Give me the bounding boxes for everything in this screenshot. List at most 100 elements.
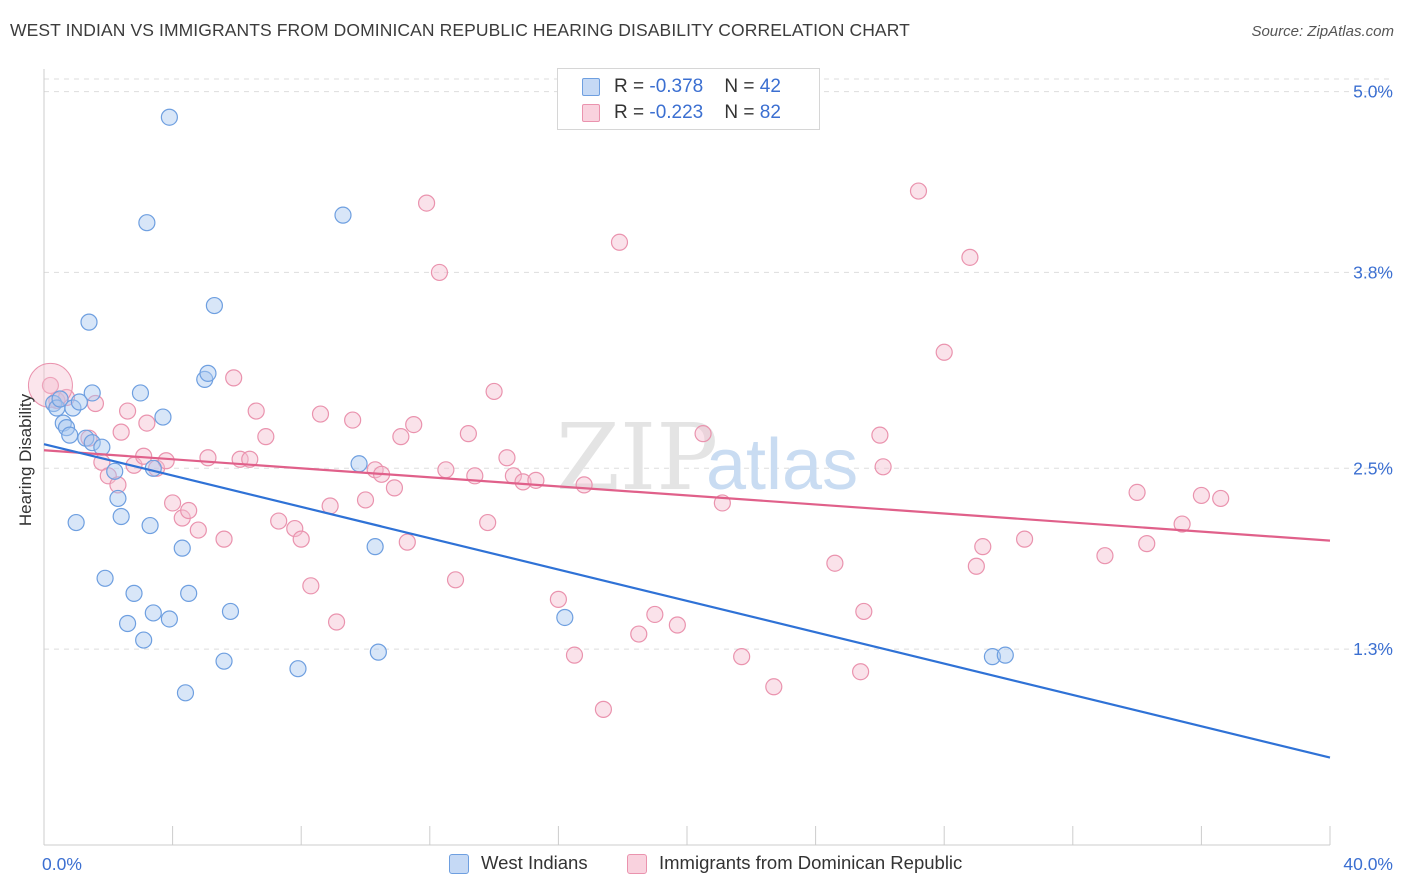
data-point-dominican [138,414,156,432]
data-point-dominican [180,501,198,520]
data-point-dominican [430,263,449,282]
data-point-west-indian [289,660,307,678]
data-point-dominican [398,533,416,551]
data-point-west-indian [221,602,240,621]
data-point-west-indian [180,584,198,602]
data-point-west-indian [983,648,1002,666]
data-point-dominican [385,479,404,497]
data-point-west-indian [144,604,162,622]
watermark-atlas: atlas [706,425,858,505]
data-point-west-indian [350,455,368,473]
data-point-dominican [594,700,613,718]
data-point-dominican [874,458,892,476]
data-point-dominican [459,425,477,443]
data-point-dominican [311,405,330,423]
data-point-west-indian [366,538,384,556]
data-point-dominican [344,411,362,429]
watermark: ZIP atlas [556,404,858,511]
bottom-legend-label: West Indians [481,852,588,873]
data-point-west-indian [125,584,143,602]
data-point-dominican [446,571,465,589]
data-point-west-indian [205,296,223,315]
x-tick-labels: 0.0% 40.0% [42,854,1393,874]
data-point-dominican [41,376,60,395]
data-point-dominican [514,473,532,491]
x-tick-label-max: 40.0% [1343,854,1393,874]
legend-n-value: 42 [759,76,781,97]
bottom-legend-swatch-blue [449,854,469,874]
data-point-dominican [225,369,243,387]
data-point-dominican [302,577,320,595]
data-point-west-indian [141,516,159,535]
data-point-west-indian [144,459,162,477]
data-point-dominican [668,616,686,634]
legend-text: R = -0.223 N = 82 [614,102,781,124]
data-point-dominican [1212,489,1230,508]
y-tick-labels: 1.3% 2.5% 3.8% 5.0% [1353,82,1393,660]
legend-n-label: N = [724,102,760,123]
data-point-dominican [157,452,175,470]
data-point-west-indian [83,434,101,452]
data-point-west-indian [109,489,127,508]
legend-swatch-blue [582,78,600,96]
data-point-dominican [826,554,844,572]
data-point-dominican [1096,547,1114,565]
bottom-legend-swatch-pink [627,854,647,874]
data-point-dominican [327,613,346,631]
data-point-west-indian [80,313,98,331]
y-tick-label: 3.8% [1353,262,1393,282]
source-credit: Source: ZipAtlas.com [1251,23,1394,40]
data-point-west-indian [160,610,178,628]
data-point-west-indian [334,206,352,224]
data-point-dominican [765,678,783,696]
data-point-dominican [961,248,979,266]
data-point-west-indian [160,108,178,126]
data-point-dominican [1015,530,1034,548]
data-point-dominican [215,530,233,548]
legend-text: R = -0.378 N = 42 [614,76,781,98]
data-point-west-indian [51,390,69,408]
data-point-west-indian [996,646,1014,664]
data-point-dominican [417,194,436,212]
data-point-dominican [630,625,648,643]
data-point-west-indian [70,393,88,411]
legend-n-value: 82 [759,102,781,123]
data-point-west-indian [556,608,574,627]
legend-r-value: -0.223 [649,102,704,123]
data-point-dominican [392,428,410,446]
data-point-west-indian [106,462,124,480]
x-tick-label-min: 0.0% [42,854,82,874]
data-point-dominican [871,426,889,444]
data-point-dominican [109,476,127,494]
data-point-dominican [286,519,304,538]
data-point-dominican [437,461,455,479]
data-point-dominican [241,450,259,468]
data-point-dominican [852,663,870,681]
legend-r-label: R = [614,76,650,97]
legend-n-label: N = [724,76,760,97]
data-point-dominican [485,382,503,401]
series-immigrants-dominican-republic [27,182,1230,718]
data-point-west-indian [131,384,150,402]
trend-line-west-indians [43,443,1331,759]
data-point-west-indian [135,631,153,649]
data-point-west-indian [369,643,387,661]
x-tick-marks [172,826,1331,845]
data-point-dominican [292,530,310,548]
data-point-dominican [112,423,130,441]
data-point-dominican [247,402,265,420]
data-point-west-indian [118,614,137,633]
correlation-legend: R = -0.378 N = 42 R = -0.223 N = 82 [557,68,820,130]
data-point-west-indian [215,652,233,670]
y-tick-label: 1.3% [1353,639,1393,659]
data-point-west-indian [61,426,79,444]
data-point-dominican [164,494,182,512]
y-tick-label: 2.5% [1353,458,1393,478]
data-point-west-indian [173,539,191,557]
data-point-dominican [199,449,217,467]
series-west-indians [45,108,1014,702]
data-point-west-indian [64,399,82,417]
data-point-dominican-cluster [27,362,73,408]
data-point-dominican [118,402,137,420]
